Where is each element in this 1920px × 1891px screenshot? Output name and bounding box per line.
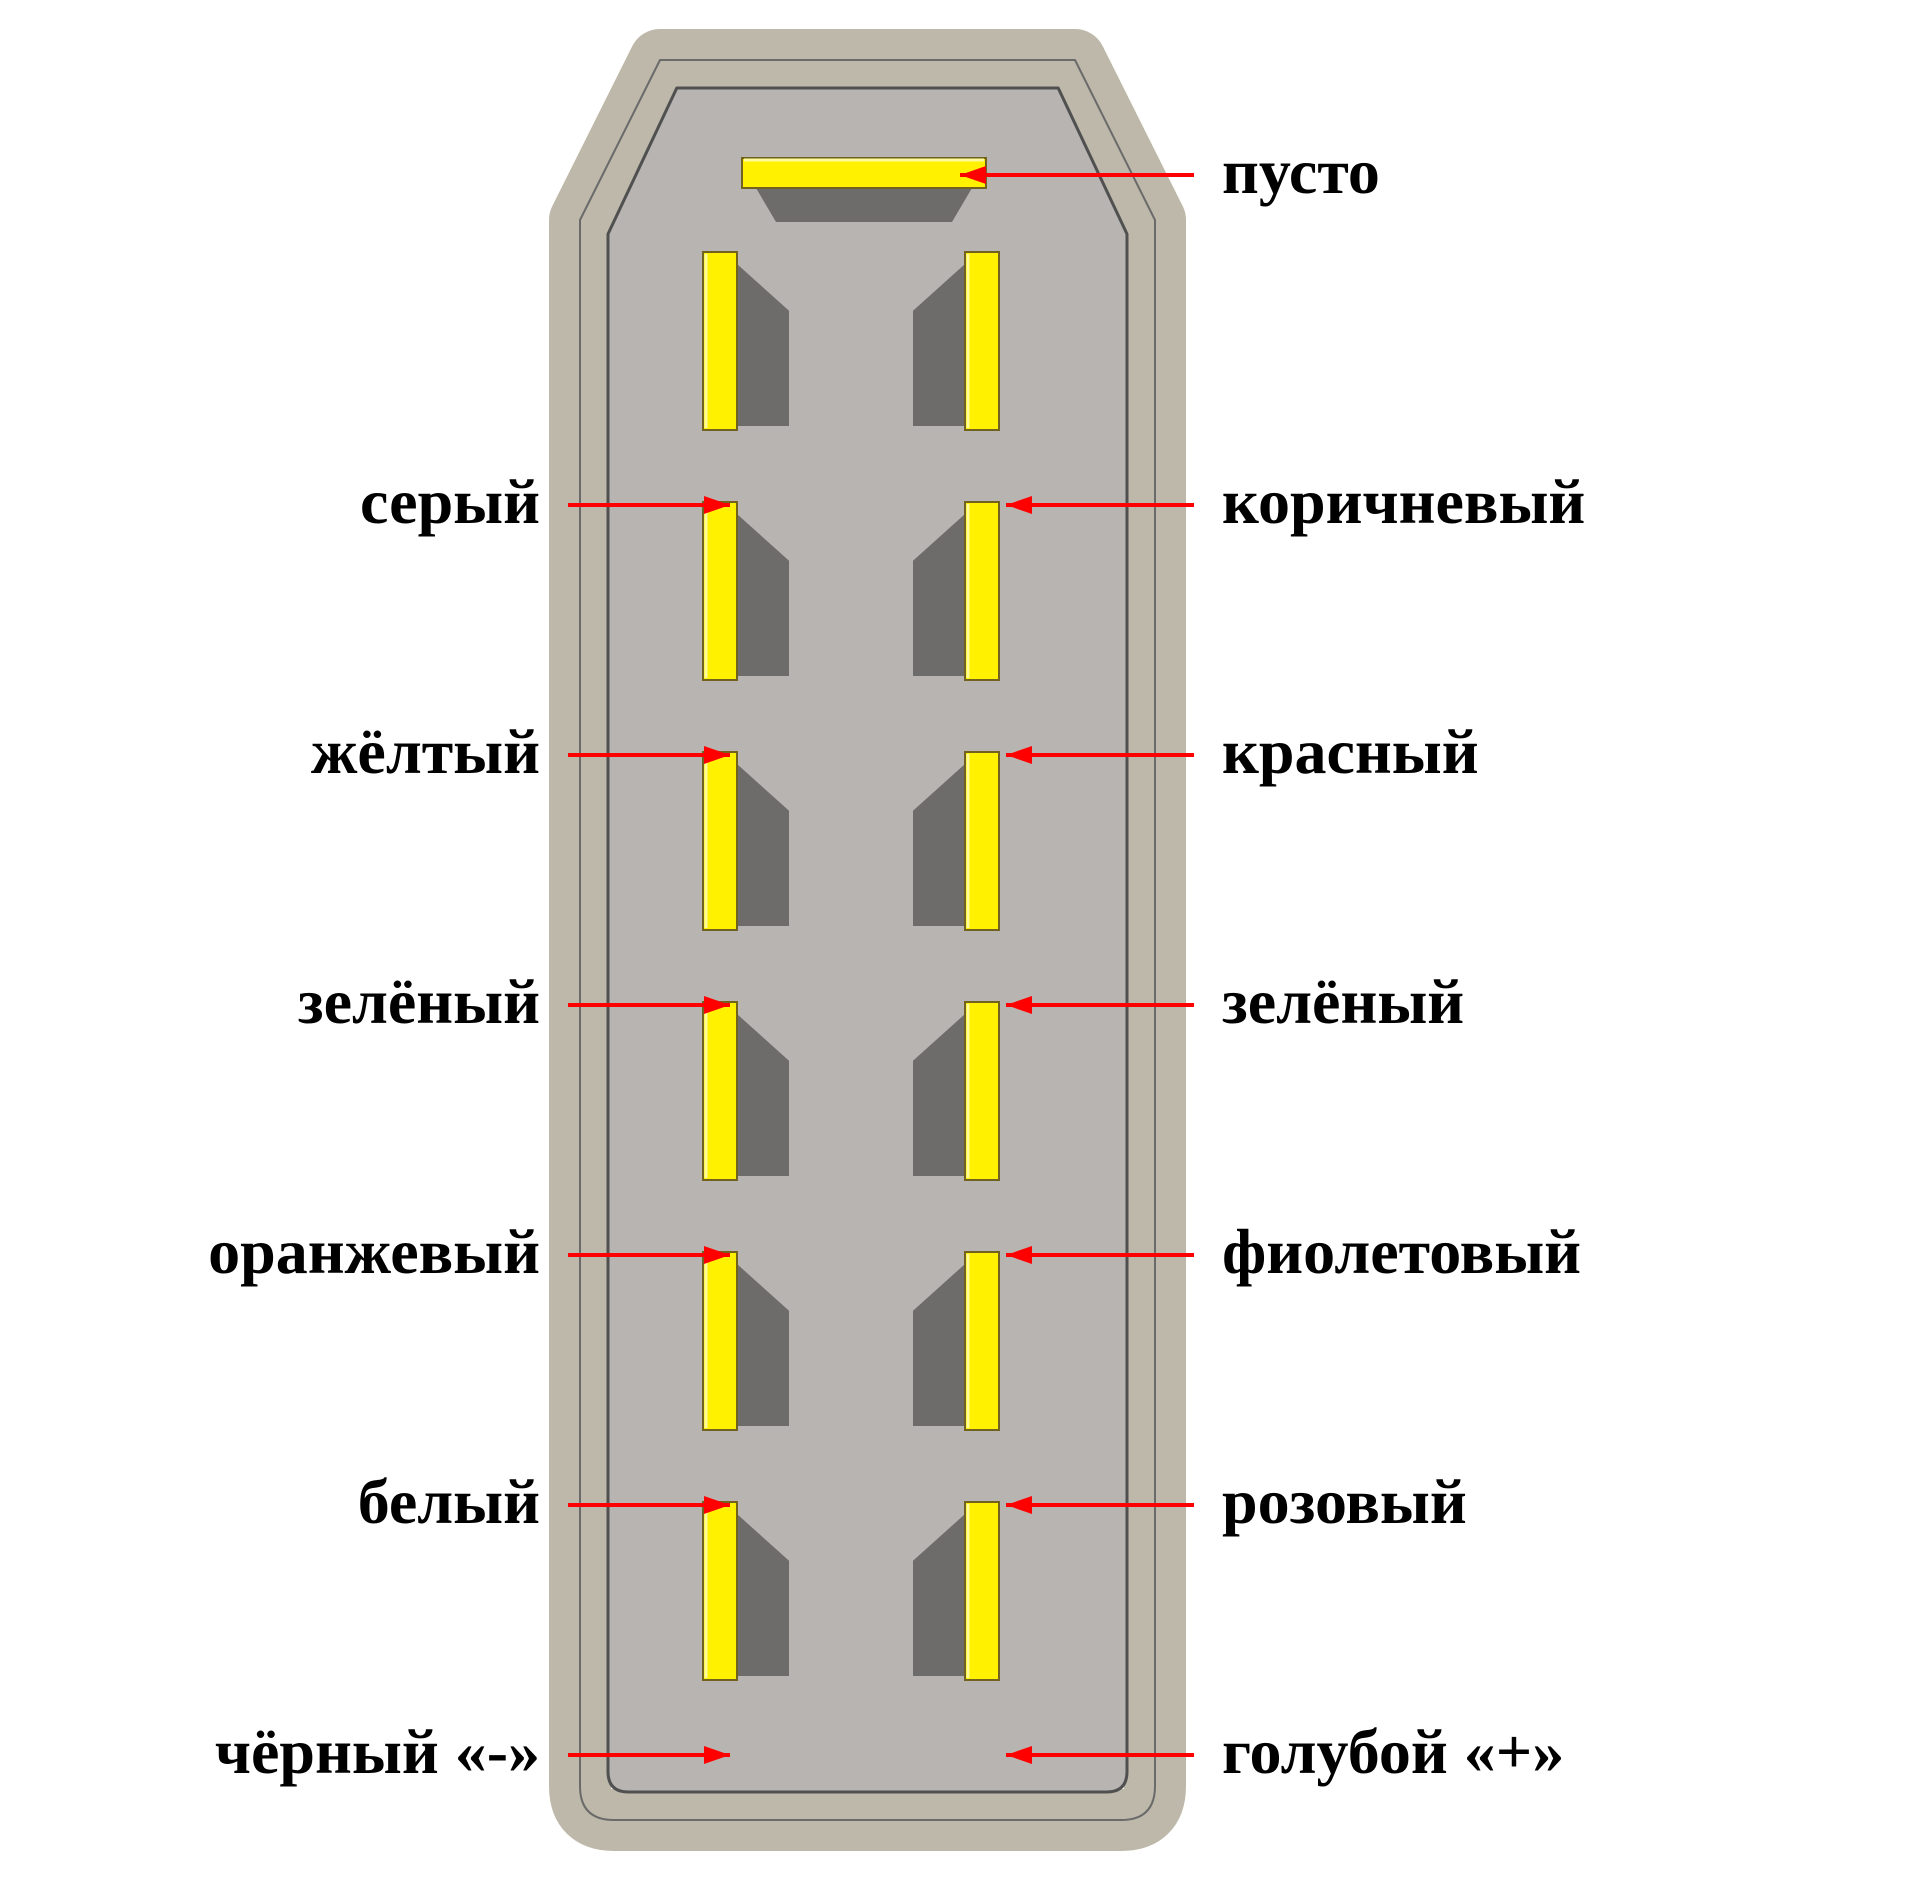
label-right-1: красный — [1222, 715, 1479, 789]
label-right-2: зелёный — [1222, 965, 1464, 1039]
label-left-5: чёрный «-» — [215, 1715, 540, 1789]
connector-pinout-diagram: пусто серый жёлтый зелёный оранжевый белый чёр… — [0, 0, 1920, 1891]
label-top: пусто — [1222, 135, 1380, 209]
label-left-0: серый — [360, 465, 540, 539]
label-right-4: розовый — [1222, 1465, 1467, 1539]
label-left-2: зелёный — [298, 965, 540, 1039]
label-right-3: фиолетовый — [1222, 1215, 1581, 1289]
label-right-0: коричневый — [1222, 465, 1585, 539]
label-left-4: белый — [358, 1465, 540, 1539]
label-right-5: голубой «+» — [1222, 1715, 1564, 1789]
label-left-1: жёлтый — [311, 715, 540, 789]
diagram-svg — [0, 0, 1920, 1891]
label-left-3: оранжевый — [208, 1215, 540, 1289]
